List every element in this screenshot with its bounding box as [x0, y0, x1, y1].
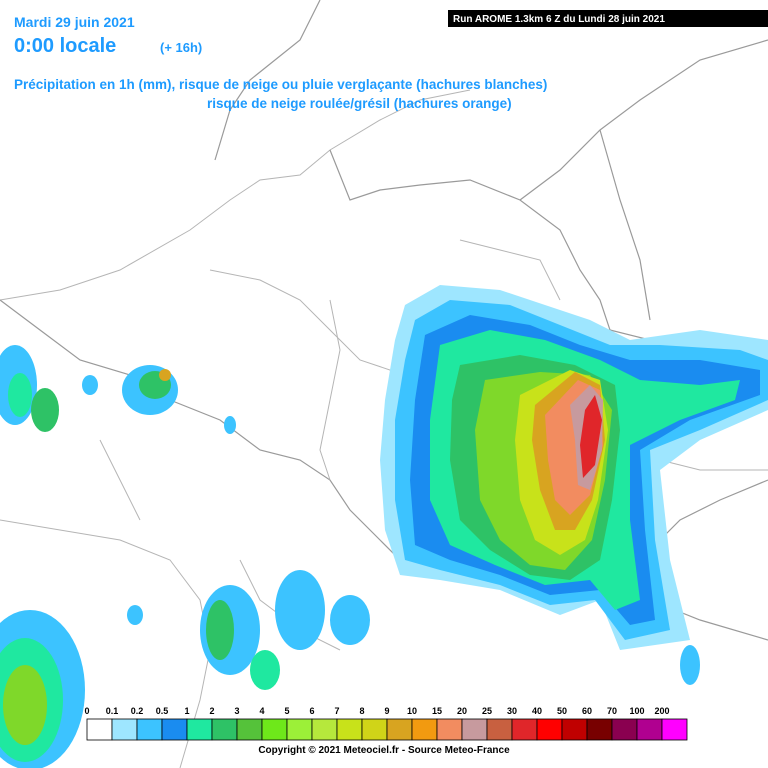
legend-swatch — [211, 718, 238, 741]
legend-label: 3 — [234, 706, 239, 716]
legend-label: 0.5 — [156, 706, 169, 716]
subtitle: risque de neige roulée/grésil (hachures … — [207, 96, 512, 111]
legend-swatch — [411, 718, 438, 741]
legend-swatch — [311, 718, 338, 741]
legend-swatch — [186, 718, 213, 741]
legend-label: 0.1 — [106, 706, 119, 716]
legend-swatch — [586, 718, 613, 741]
legend-swatch — [661, 718, 688, 741]
legend-swatch — [636, 718, 663, 741]
lead-time: (+ 16h) — [160, 40, 202, 55]
legend-swatch — [386, 718, 413, 741]
legend-label: 100 — [629, 706, 644, 716]
legend-label: 8 — [359, 706, 364, 716]
legend-label: 4 — [259, 706, 264, 716]
legend-swatch — [511, 718, 538, 741]
legend-label: 1 — [184, 706, 189, 716]
legend-label: 5 — [284, 706, 289, 716]
run-info: Run AROME 1.3km 6 Z du Lundi 28 juin 202… — [453, 14, 665, 25]
legend-swatch — [461, 718, 488, 741]
legend-label: 20 — [457, 706, 467, 716]
legend-swatch — [261, 718, 288, 741]
legend-swatch — [161, 718, 188, 741]
legend-swatch — [361, 718, 388, 741]
legend-swatch — [486, 718, 513, 741]
legend-label: 70 — [607, 706, 617, 716]
legend-label: 6 — [309, 706, 314, 716]
legend-swatch — [536, 718, 563, 741]
legend-swatch — [86, 718, 113, 741]
legend-swatch — [236, 718, 263, 741]
time: 0:00 locale — [14, 35, 116, 57]
legend-swatch — [111, 718, 138, 741]
legend-label: 15 — [432, 706, 442, 716]
legend-label: 40 — [532, 706, 542, 716]
legend-label: 7 — [334, 706, 339, 716]
legend-label: 60 — [582, 706, 592, 716]
legend-swatch — [336, 718, 363, 741]
legend-label: 0 — [84, 706, 89, 716]
subtitle: Précipitation en 1h (mm), risque de neig… — [14, 77, 547, 92]
legend-swatch — [436, 718, 463, 741]
legend-swatch — [286, 718, 313, 741]
legend-label: 50 — [557, 706, 567, 716]
legend-label: 9 — [384, 706, 389, 716]
legend-label: 0.2 — [131, 706, 144, 716]
legend-label: 200 — [654, 706, 669, 716]
legend-label: 10 — [407, 706, 417, 716]
legend-swatch — [611, 718, 638, 741]
precipitation-field — [0, 285, 768, 768]
legend: 0 0.1 0.2 0.5 1 2 3 4 5 6 7 8 9 10 15 20 25 30 40 50 60 70 100… — [84, 706, 688, 741]
legend-swatch — [136, 718, 163, 741]
date: Mardi 29 juin 2021 — [14, 14, 135, 30]
run-banner — [448, 10, 768, 27]
legend-label: 25 — [482, 706, 492, 716]
legend-label: 30 — [507, 706, 517, 716]
legend-swatch — [561, 718, 588, 741]
legend-label: 2 — [209, 706, 214, 716]
copyright: Copyright © 2021 Meteociel.fr - Source M… — [258, 745, 510, 756]
